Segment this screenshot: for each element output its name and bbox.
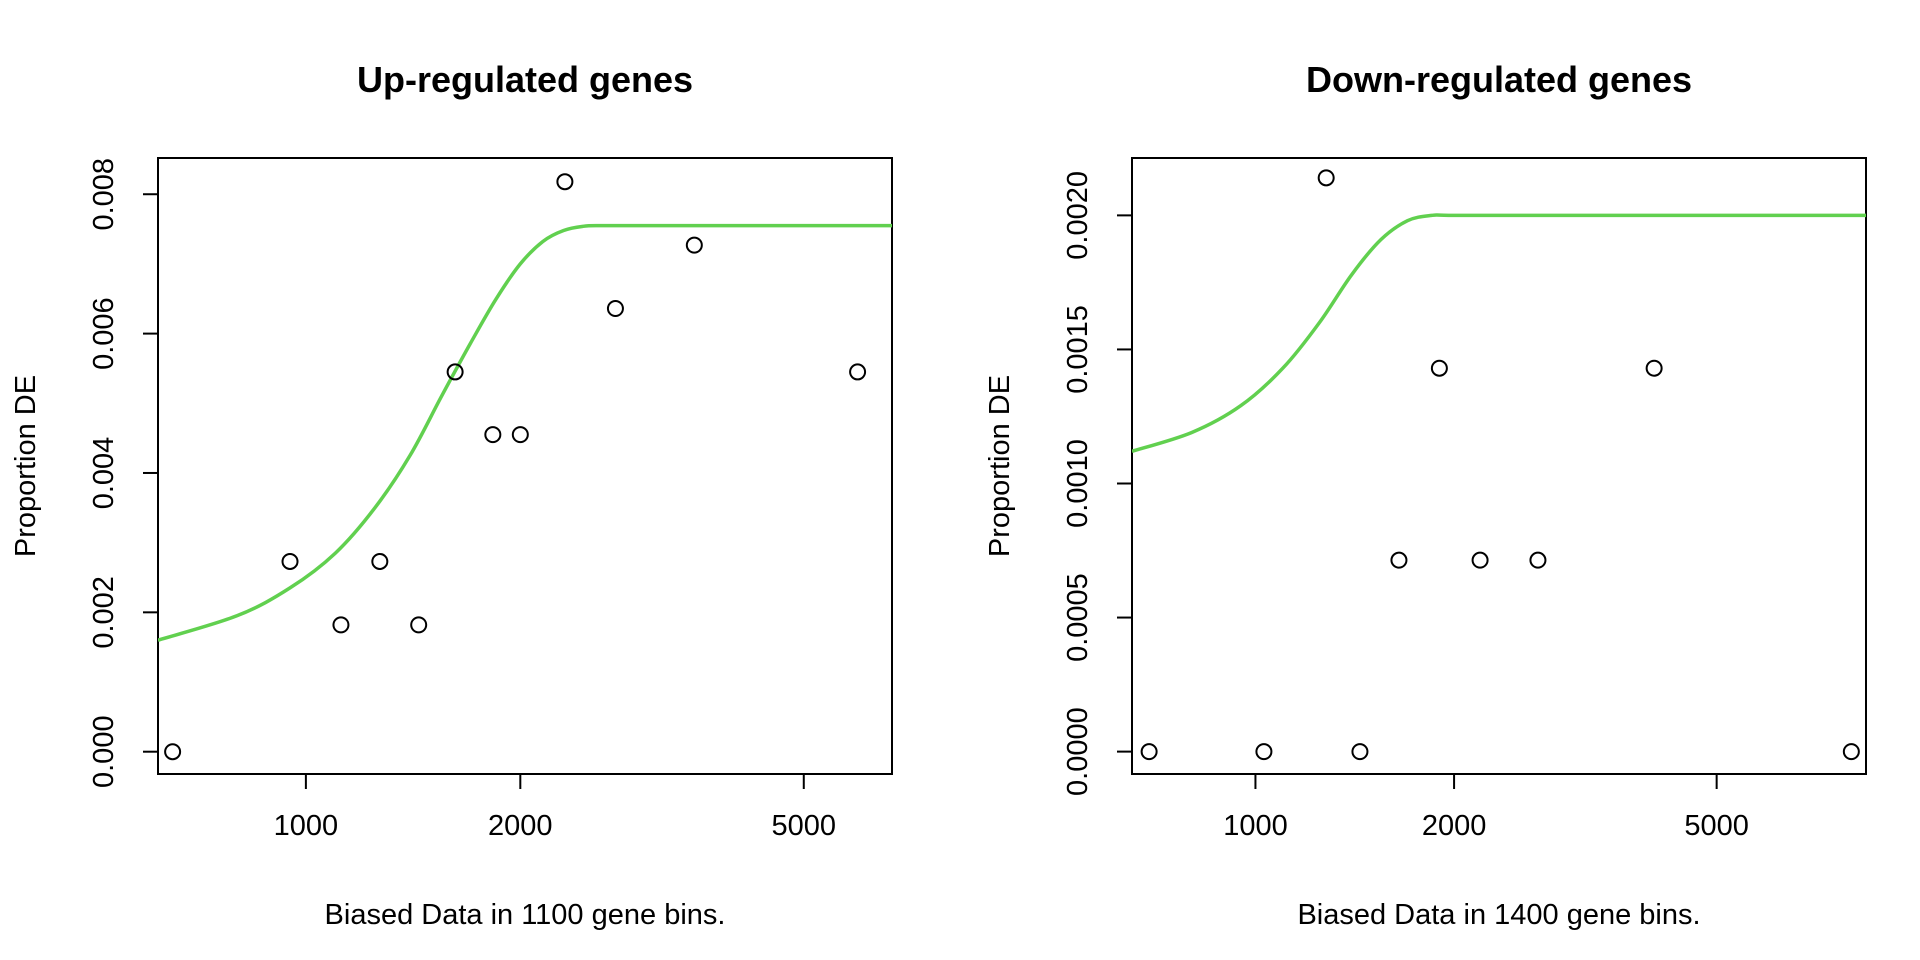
data-point: [332, 616, 350, 634]
data-point: [606, 300, 624, 318]
plot-frame: [1131, 157, 1867, 775]
data-point: [849, 363, 867, 381]
y-tick-label: 0.0020: [1062, 171, 1094, 260]
data-point: [371, 552, 389, 570]
data-point: [1390, 551, 1408, 569]
x-tick-label: 1000: [1223, 810, 1288, 842]
data-point: [1430, 359, 1448, 377]
x-axis-label: Biased Data in 1400 gene bins.: [1297, 899, 1700, 931]
x-tick-label: 2000: [488, 810, 553, 842]
y-tick-label: 0.000: [88, 715, 120, 788]
data-point: [1529, 551, 1547, 569]
data-point: [1140, 743, 1158, 761]
data-point: [1471, 551, 1489, 569]
chart-title: Down-regulated genes: [1306, 59, 1692, 100]
fitted-curve: [1132, 213, 1866, 453]
data-point: [410, 616, 428, 634]
y-axis-label: Proportion DE: [10, 375, 42, 557]
fitted-curve: [158, 223, 892, 642]
x-tick-label: 5000: [772, 810, 837, 842]
data-point: [164, 743, 182, 761]
x-tick-label: 1000: [274, 810, 339, 842]
data-point: [281, 552, 299, 570]
y-tick-label: 0.0010: [1062, 439, 1094, 528]
data-point: [1317, 169, 1335, 187]
y-tick-label: 0.006: [88, 297, 120, 370]
y-tick-label: 0.004: [88, 437, 120, 510]
data-point: [446, 363, 464, 381]
data-point: [511, 426, 529, 444]
chart-title: Up-regulated genes: [357, 59, 693, 100]
x-axis-label: Biased Data in 1100 gene bins.: [325, 899, 726, 931]
x-tick-label: 2000: [1422, 810, 1487, 842]
y-tick-label: 0.0000: [1062, 707, 1094, 796]
data-point: [1351, 743, 1369, 761]
y-tick-label: 0.008: [88, 158, 120, 231]
data-point: [1842, 743, 1860, 761]
y-tick-label: 0.0015: [1062, 305, 1094, 394]
up-regulated-panel: Up-regulated genes 1000 2000 5000 0.000 0.002…: [10, 59, 893, 931]
data-point: [484, 426, 502, 444]
y-axis-label: Proportion DE: [984, 375, 1016, 557]
data-point: [685, 236, 703, 254]
x-tick-label: 5000: [1684, 810, 1749, 842]
y-tick-label: 0.0005: [1062, 573, 1094, 662]
data-point: [1645, 359, 1663, 377]
y-tick-label: 0.002: [88, 576, 120, 649]
plot-frame: [157, 157, 893, 775]
down-regulated-panel: Down-regulated genes 1000 2000 5000 0.0000 0.…: [984, 59, 1867, 931]
data-point: [1255, 743, 1273, 761]
data-point: [556, 173, 574, 191]
